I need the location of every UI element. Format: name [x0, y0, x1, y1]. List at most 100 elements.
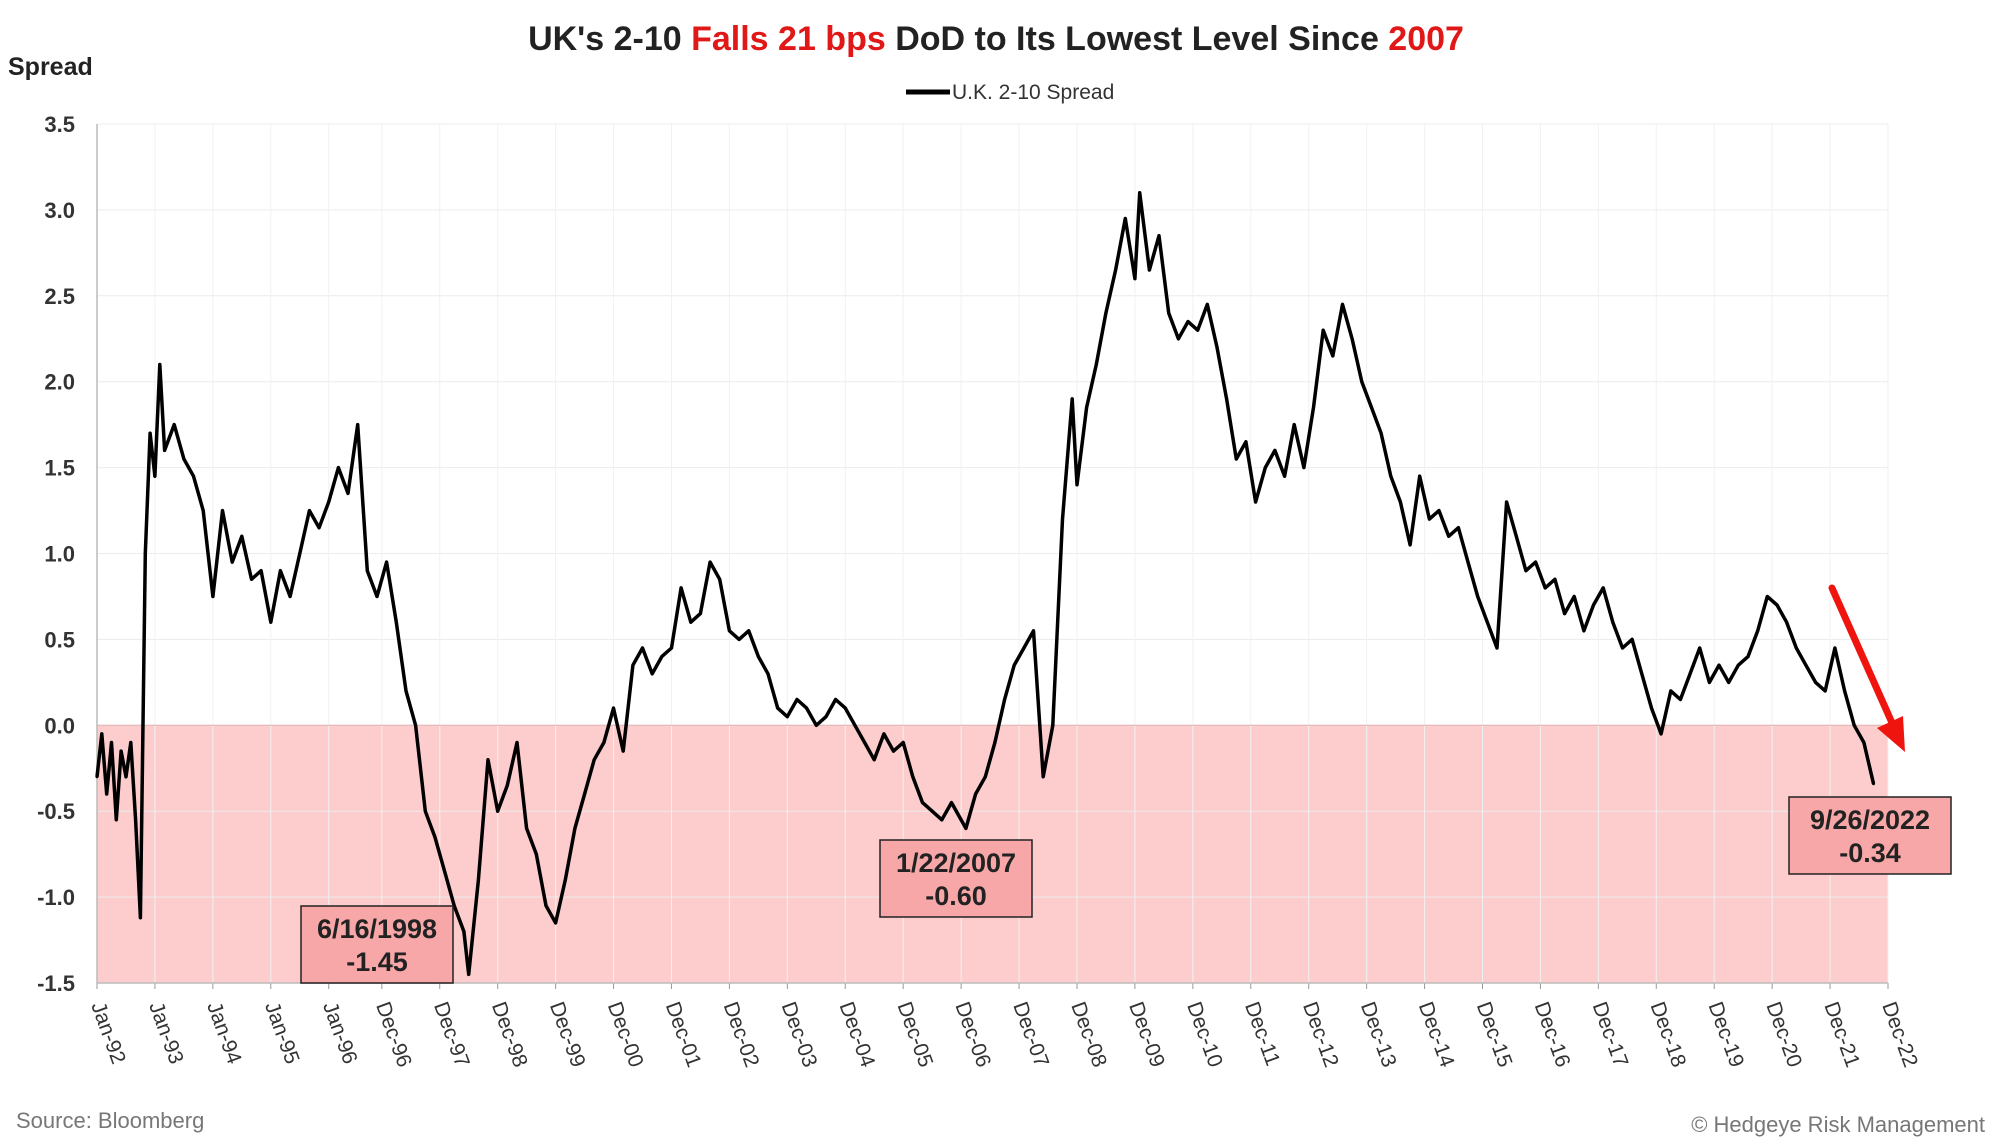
- data-point: [1051, 723, 1055, 727]
- data-point: [1205, 302, 1209, 306]
- data-point: [1592, 603, 1595, 607]
- x-tick-label: Jan-92: [86, 999, 130, 1067]
- data-point: [1833, 646, 1837, 650]
- chart-title: UK's 2-10 Falls 21 bps DoD to Its Lowest…: [528, 20, 1464, 58]
- data-point: [1543, 586, 1547, 590]
- data-point: [1398, 500, 1402, 504]
- data-point: [892, 749, 895, 753]
- data-point: [805, 706, 809, 710]
- data-point: [1147, 268, 1151, 272]
- data-point: [1012, 663, 1016, 667]
- data-point: [375, 595, 379, 598]
- data-point: [708, 560, 712, 564]
- data-point: [1138, 191, 1142, 195]
- data-point: [1688, 672, 1692, 676]
- data-point: [327, 500, 331, 504]
- data-point: [1437, 509, 1441, 513]
- data-point: [650, 672, 654, 676]
- x-tick-label: Dec-11: [1240, 999, 1284, 1069]
- data-point: [1476, 595, 1480, 598]
- data-point: [1669, 689, 1673, 693]
- x-tick-label: Dec-13: [1356, 999, 1401, 1070]
- x-tick-labels: Jan-92 Jan-93 Jan-94 Jan-95 Jan-96 Dec-96 Dec-…: [86, 999, 1922, 1071]
- title-highlight-1: Falls 21 bps: [691, 20, 886, 58]
- data-point: [1563, 612, 1567, 616]
- data-point: [1717, 663, 1721, 667]
- data-point: [336, 466, 340, 470]
- data-point: [834, 698, 838, 701]
- x-tick-label: Dec-17: [1588, 999, 1633, 1070]
- data-point: [911, 775, 915, 779]
- annotation-value: -0.60: [925, 881, 987, 911]
- data-point: [1312, 406, 1315, 409]
- y-tick-label: 2.0: [44, 370, 75, 395]
- data-point: [278, 569, 282, 573]
- data-point: [1804, 663, 1808, 667]
- data-point: [158, 363, 162, 366]
- x-tick-label: Dec-22: [1877, 999, 1922, 1070]
- data-point: [394, 620, 398, 624]
- data-point: [307, 509, 311, 513]
- x-tick-label: Dec-18: [1646, 999, 1691, 1070]
- data-point: [641, 646, 644, 650]
- data-point: [1505, 500, 1509, 504]
- x-tick-label: Jan-94: [202, 999, 246, 1068]
- data-point: [921, 801, 924, 805]
- series-layer: [95, 190, 1876, 977]
- data-point: [153, 474, 157, 478]
- data-point: [201, 509, 205, 513]
- data-point: [346, 491, 350, 495]
- y-tick-label: 3.5: [44, 112, 75, 137]
- data-point: [1225, 397, 1229, 401]
- data-point: [1273, 448, 1277, 452]
- x-tick-label: Dec-08: [1066, 999, 1111, 1070]
- data-point: [1123, 217, 1127, 220]
- data-point: [1215, 345, 1219, 349]
- legend-entry-uk-2-10: U.K. 2-10 Spread: [952, 81, 1114, 104]
- x-tick-label: Dec-12: [1298, 999, 1343, 1070]
- data-point: [129, 741, 133, 744]
- data-point: [727, 629, 731, 633]
- x-tick-label: Dec-98: [487, 999, 532, 1070]
- data-point: [1331, 354, 1335, 358]
- x-tick-label: Dec-16: [1530, 999, 1575, 1070]
- data-point: [1678, 698, 1682, 701]
- x-tick-label: Dec-06: [950, 999, 995, 1070]
- data-point: [1756, 629, 1760, 633]
- data-point: [1022, 646, 1026, 650]
- data-point: [119, 749, 123, 753]
- data-point: [756, 655, 760, 659]
- x-tick-label: Dec-10: [1182, 999, 1227, 1070]
- y-tick-label: -1.0: [37, 885, 75, 910]
- data-point: [1601, 586, 1605, 590]
- data-point: [1408, 543, 1412, 547]
- data-point: [1321, 328, 1325, 332]
- data-point: [930, 809, 934, 813]
- data-point: [766, 672, 770, 676]
- data-point: [1370, 406, 1373, 409]
- data-point: [1104, 311, 1108, 315]
- data-point: [124, 775, 128, 779]
- data-point: [1823, 689, 1827, 693]
- data-point: [100, 732, 104, 736]
- data-point: [1389, 474, 1393, 478]
- y-tick-label: -1.5: [37, 971, 75, 996]
- data-point: [993, 741, 997, 744]
- annotations: 6/16/1998-1.451/22/2007-0.609/26/2022-0.…: [300, 796, 1952, 984]
- x-tick-label: Dec-20: [1761, 999, 1806, 1070]
- title-part-3: DoD to Its Lowest Level Since: [886, 20, 1389, 58]
- data-point: [1852, 723, 1856, 727]
- data-point: [1085, 406, 1089, 409]
- data-point: [785, 715, 789, 719]
- data-point: [1379, 431, 1383, 435]
- data-point: [1167, 311, 1171, 315]
- data-point: [404, 689, 408, 693]
- data-point: [423, 809, 427, 813]
- data-point: [863, 741, 867, 744]
- x-tick-label: Dec-19: [1704, 999, 1749, 1070]
- data-point: [824, 715, 828, 719]
- y-tick-label: 1.5: [44, 456, 75, 481]
- legend: U.K. 2-10 Spread: [906, 81, 1114, 104]
- data-point: [737, 637, 741, 641]
- data-point: [259, 569, 263, 573]
